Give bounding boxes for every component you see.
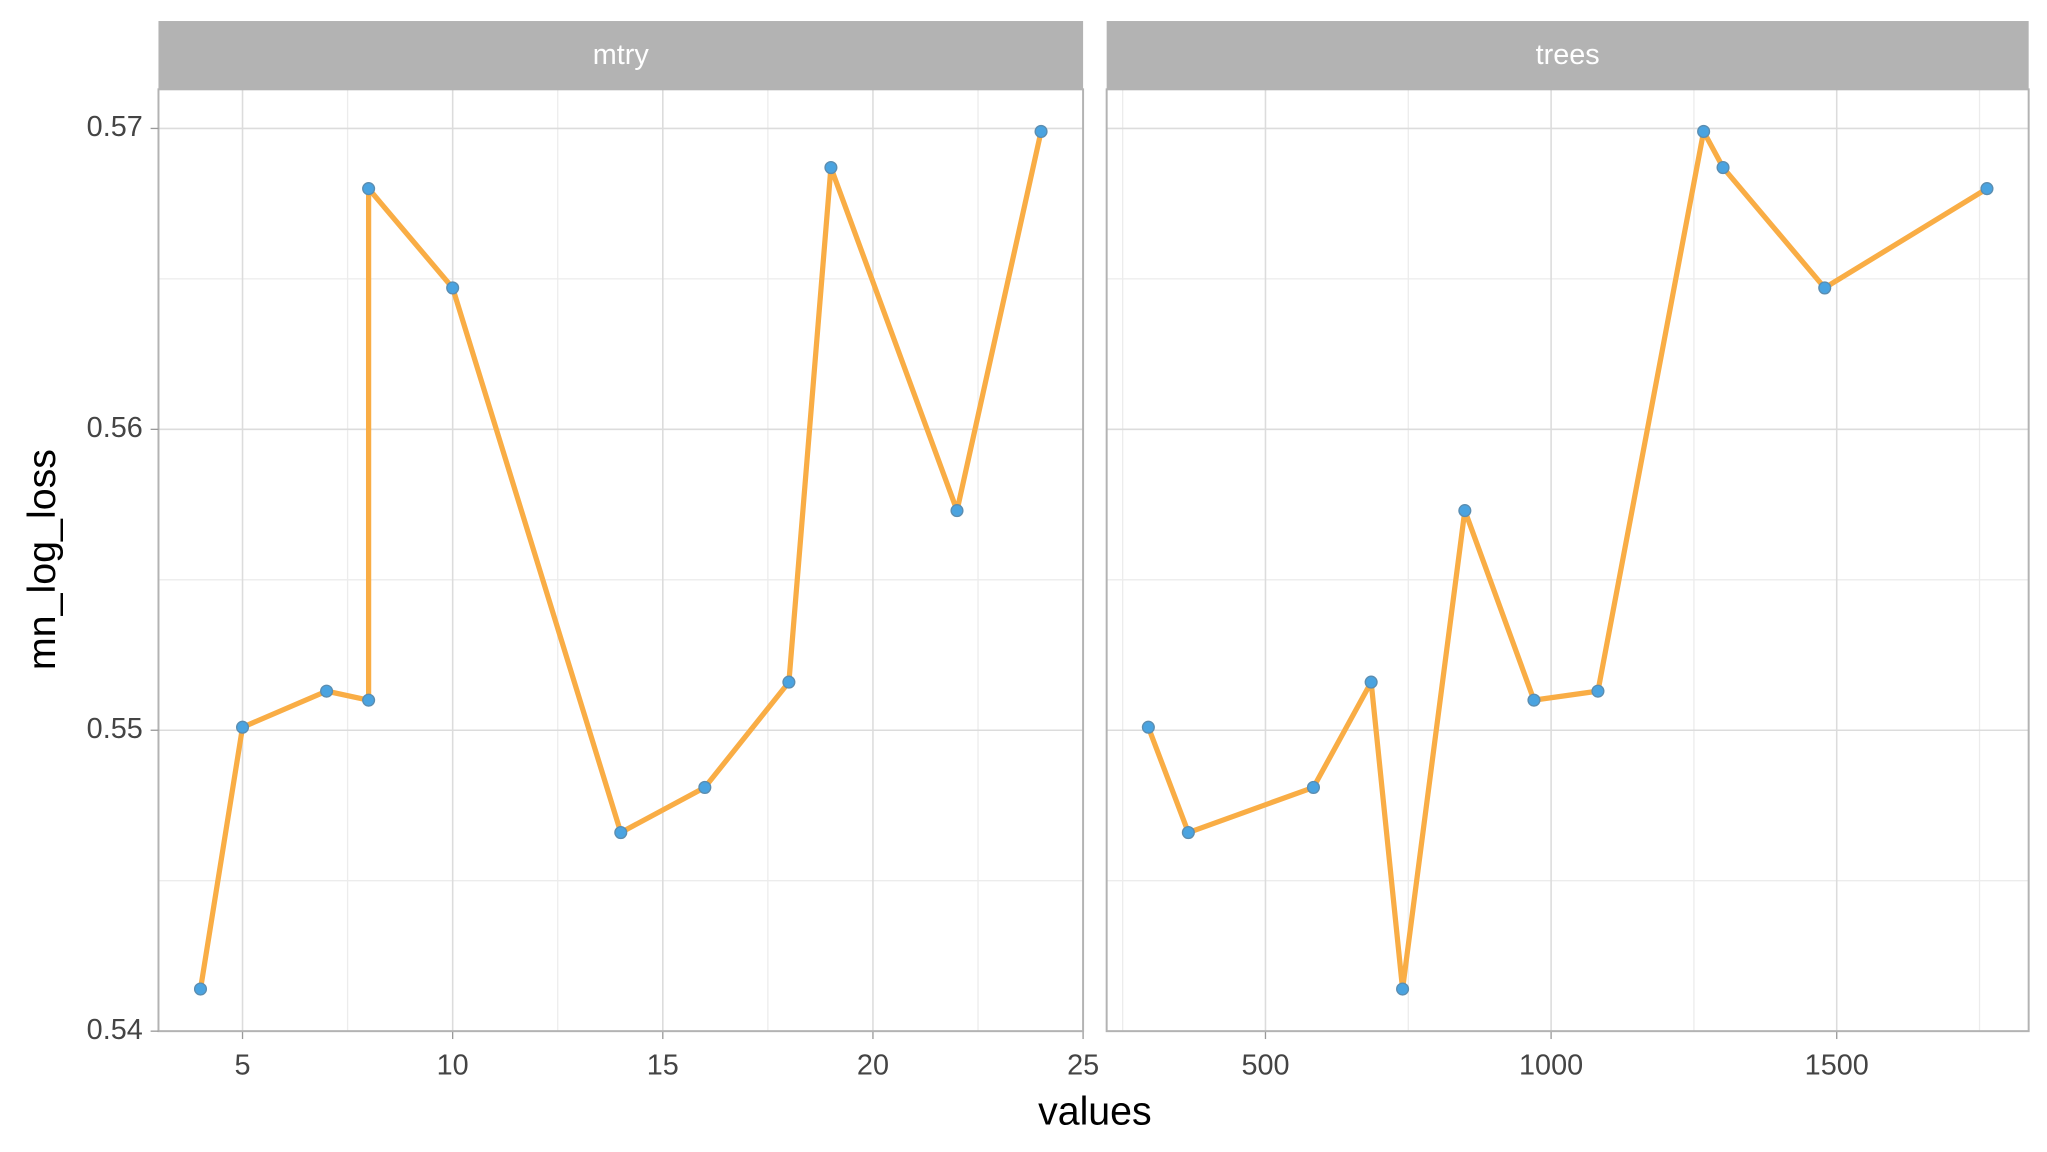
data-point <box>950 504 964 518</box>
panel-border <box>1105 88 2030 1033</box>
data-point <box>235 720 250 734</box>
data-line <box>197 130 1044 990</box>
data-point <box>1458 504 1472 518</box>
data-point <box>1980 182 1994 196</box>
x-tick-label: 1500 <box>1805 1049 1869 1081</box>
data-point <box>1818 281 1832 295</box>
data-line <box>1145 128 1989 992</box>
data-point <box>362 693 376 707</box>
x-tick-label: 15 <box>647 1049 679 1081</box>
facet-strip <box>1106 21 2029 90</box>
y-axis-label: mn_log_loss <box>20 449 64 670</box>
data-point <box>1396 982 1410 996</box>
data-point <box>1591 684 1605 698</box>
data-point <box>362 182 376 196</box>
x-tick-label: 5 <box>235 1049 251 1081</box>
y-tick-label: 0.56 <box>87 412 143 444</box>
data-point <box>1034 124 1048 139</box>
data-point <box>446 281 460 295</box>
x-tick-label: 10 <box>437 1049 469 1081</box>
y-tick-label: 0.54 <box>87 1014 143 1046</box>
data-point <box>1527 693 1541 707</box>
facet-strip <box>158 21 1084 90</box>
x-axis-label: values <box>1038 1089 1152 1133</box>
x-tick-label: 25 <box>1067 1049 1099 1081</box>
facet-title: trees <box>1536 39 1600 71</box>
data-point <box>782 675 796 689</box>
data-point <box>1141 720 1155 734</box>
x-tick-label: 1000 <box>1519 1049 1583 1081</box>
data-point <box>614 825 628 840</box>
x-tick-label: 20 <box>857 1049 889 1081</box>
panel-border <box>157 88 1085 1033</box>
x-tick-label: 500 <box>1241 1049 1289 1081</box>
data-point <box>1364 675 1378 689</box>
facet-title: mtry <box>593 39 650 71</box>
data-point <box>698 780 712 794</box>
y-tick-label: 0.55 <box>87 713 143 745</box>
data-point <box>824 160 838 175</box>
data-point <box>1306 780 1321 794</box>
data-point <box>1181 825 1195 840</box>
data-point <box>320 684 334 698</box>
data-point <box>193 982 208 996</box>
y-tick-label: 0.57 <box>87 111 143 143</box>
data-point <box>1697 124 1711 139</box>
data-point <box>1716 160 1730 175</box>
